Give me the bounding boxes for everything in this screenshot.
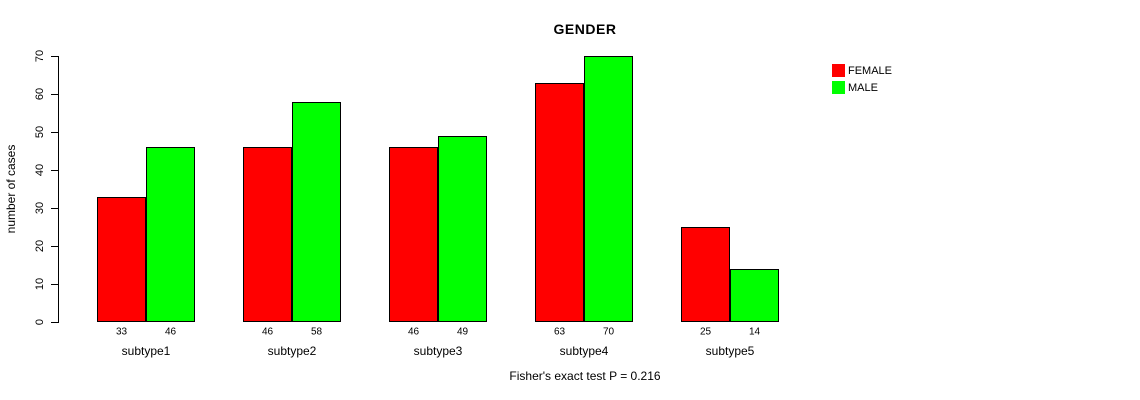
legend: FEMALE MALE (832, 62, 892, 96)
y-tick (51, 322, 58, 323)
bar-male-subtype4 (584, 56, 633, 322)
legend-label: MALE (848, 81, 878, 94)
legend-label: FEMALE (848, 64, 893, 77)
bar-male-subtype3 (438, 135, 487, 322)
bar-value-label: 46 (407, 326, 420, 338)
y-tick (51, 208, 58, 209)
legend-entry-female: FEMALE (832, 62, 892, 79)
y-tick-label: 70 (34, 49, 46, 63)
y-tick (51, 284, 58, 285)
x-category-label: subtype3 (413, 344, 463, 358)
bar-female-subtype1 (97, 196, 146, 322)
y-tick-label: 40 (34, 163, 46, 177)
x-category-label: subtype2 (267, 344, 317, 358)
x-category-label: subtype1 (121, 344, 171, 358)
bar-value-label: 33 (115, 326, 128, 338)
y-tick-label: 20 (34, 239, 46, 253)
y-tick-label: 10 (34, 277, 46, 291)
bar-value-label: 63 (553, 326, 566, 338)
bar-value-label: 49 (456, 326, 469, 338)
chart-title: GENDER (553, 21, 617, 37)
legend-swatch-male (832, 81, 845, 94)
x-category-label: subtype5 (705, 344, 755, 358)
bar-value-label: 46 (261, 326, 274, 338)
y-tick (51, 246, 58, 247)
y-tick-label: 50 (34, 125, 46, 139)
bar-female-subtype2 (243, 147, 292, 322)
legend-entry-male: MALE (832, 79, 892, 96)
bar-value-label: 46 (164, 326, 177, 338)
bar-female-subtype3 (389, 147, 438, 322)
bar-male-subtype5 (730, 268, 779, 322)
bar-value-label: 70 (602, 326, 615, 338)
y-tick (51, 56, 58, 57)
bar-value-label: 58 (310, 326, 323, 338)
bar-value-label: 25 (699, 326, 712, 338)
y-axis-line (58, 56, 59, 323)
y-tick (51, 132, 58, 133)
bar-male-subtype2 (292, 101, 341, 322)
caption: Fisher's exact test P = 0.216 (509, 369, 661, 383)
y-tick-label: 30 (34, 201, 46, 215)
bar-male-subtype1 (146, 147, 195, 322)
legend-swatch-female (832, 64, 845, 77)
x-category-label: subtype4 (559, 344, 609, 358)
y-tick (51, 94, 58, 95)
y-axis-label: number of cases (4, 144, 18, 234)
y-tick-label: 0 (34, 318, 46, 326)
y-tick-label: 60 (34, 87, 46, 101)
bar-value-label: 14 (748, 326, 761, 338)
bar-female-subtype4 (535, 82, 584, 322)
bar-female-subtype5 (681, 227, 730, 322)
y-tick (51, 170, 58, 171)
